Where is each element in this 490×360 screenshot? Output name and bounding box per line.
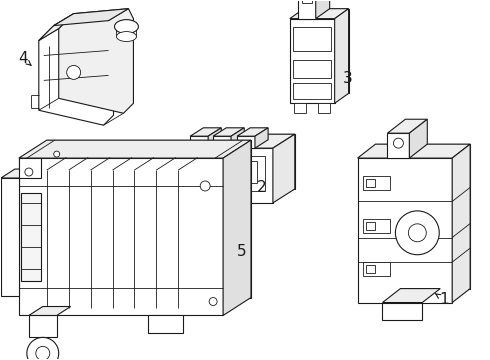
Bar	[302, 0, 312, 3]
Bar	[366, 222, 375, 230]
Polygon shape	[452, 144, 470, 302]
Bar	[366, 179, 375, 187]
Polygon shape	[148, 315, 183, 333]
Polygon shape	[290, 9, 348, 19]
Polygon shape	[290, 19, 335, 103]
Circle shape	[200, 181, 210, 191]
Circle shape	[393, 138, 403, 148]
Text: 1: 1	[440, 292, 449, 307]
Polygon shape	[190, 128, 221, 136]
Bar	[363, 176, 391, 190]
Polygon shape	[39, 21, 114, 125]
Bar	[363, 262, 391, 276]
Polygon shape	[59, 9, 133, 113]
Bar	[363, 219, 391, 233]
Polygon shape	[383, 302, 422, 320]
Polygon shape	[388, 119, 427, 133]
Polygon shape	[273, 134, 295, 203]
Polygon shape	[19, 140, 251, 158]
Circle shape	[36, 346, 50, 360]
Polygon shape	[223, 140, 251, 315]
Polygon shape	[21, 193, 41, 280]
Bar	[293, 84, 331, 99]
Polygon shape	[358, 144, 470, 158]
Bar	[235, 161, 257, 183]
Polygon shape	[1, 178, 19, 296]
Polygon shape	[29, 315, 57, 337]
Polygon shape	[255, 128, 268, 148]
Polygon shape	[383, 289, 440, 302]
Polygon shape	[54, 9, 128, 26]
Polygon shape	[208, 128, 221, 148]
Polygon shape	[237, 128, 268, 136]
Circle shape	[25, 168, 33, 176]
Polygon shape	[298, 0, 316, 19]
Polygon shape	[213, 128, 244, 136]
Polygon shape	[190, 136, 208, 148]
Circle shape	[408, 224, 426, 242]
Polygon shape	[19, 158, 41, 178]
Polygon shape	[358, 158, 452, 302]
Polygon shape	[316, 0, 330, 19]
Bar	[294, 103, 306, 113]
Bar	[293, 60, 331, 78]
Polygon shape	[185, 148, 273, 203]
Polygon shape	[375, 144, 470, 289]
Bar	[230, 156, 265, 191]
Polygon shape	[237, 136, 255, 148]
Polygon shape	[213, 136, 231, 148]
Polygon shape	[207, 134, 295, 189]
Polygon shape	[409, 119, 427, 158]
Bar	[293, 27, 331, 51]
Polygon shape	[1, 169, 33, 178]
Text: 4: 4	[18, 51, 27, 66]
Ellipse shape	[117, 32, 136, 41]
Circle shape	[54, 151, 60, 157]
Circle shape	[67, 66, 81, 80]
Bar	[366, 265, 375, 273]
Polygon shape	[19, 158, 223, 315]
Bar	[193, 159, 203, 169]
Polygon shape	[185, 134, 295, 148]
Polygon shape	[47, 140, 251, 298]
Bar	[207, 159, 219, 169]
Circle shape	[27, 337, 59, 360]
Polygon shape	[304, 9, 348, 93]
Polygon shape	[231, 128, 244, 148]
Ellipse shape	[115, 20, 138, 33]
Bar	[318, 103, 330, 113]
Polygon shape	[39, 14, 74, 41]
Circle shape	[209, 298, 217, 306]
Circle shape	[395, 211, 439, 255]
Bar	[190, 156, 222, 178]
Polygon shape	[388, 133, 409, 158]
Text: 2: 2	[257, 180, 267, 195]
Text: 5: 5	[237, 244, 247, 259]
Text: 3: 3	[343, 71, 352, 86]
Polygon shape	[29, 306, 71, 315]
Polygon shape	[335, 9, 348, 103]
